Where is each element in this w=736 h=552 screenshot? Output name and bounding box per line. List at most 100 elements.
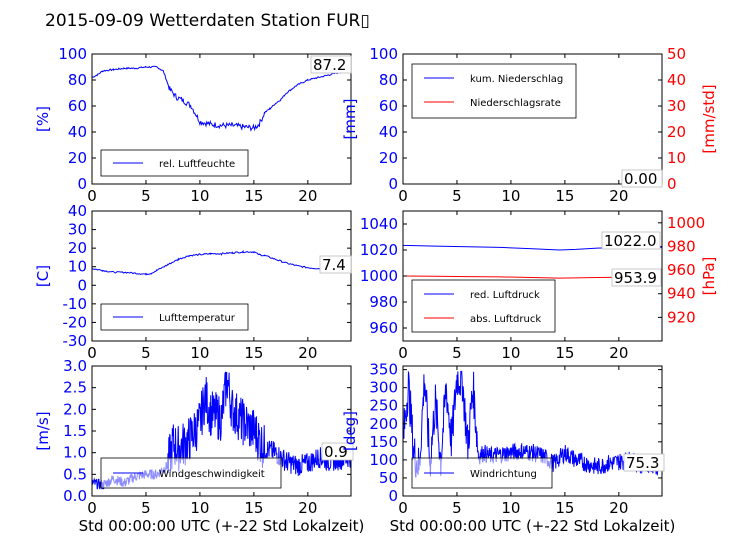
- y-tick-label: 80: [68, 71, 87, 89]
- legend-label: Lufttemperatur: [159, 313, 236, 324]
- y-tick-label: 1.0: [63, 444, 87, 462]
- y-tick-label: 1020: [360, 241, 398, 259]
- y-tick-label: 40: [379, 123, 398, 141]
- y-tick-label: 60: [68, 97, 87, 115]
- value-annotation-box: [611, 268, 662, 287]
- y-tick-label: 80: [379, 71, 398, 89]
- chart-panel-p1: [91, 53, 352, 185]
- x-tick-label: 5: [141, 499, 151, 517]
- value-annotation: 0.9: [324, 443, 348, 461]
- x-tick-label: 20: [298, 499, 317, 517]
- y-axis-label: [deg]: [341, 411, 359, 451]
- y2-axis-label: [mm/std]: [700, 84, 718, 153]
- y-tick-label: 50: [379, 469, 398, 487]
- x-axis-label: Std 00:00:00 UTC (+-22 Std Lokalzeit): [79, 517, 365, 535]
- y-tick-label: 150: [369, 433, 398, 451]
- y2-tick-label: 10: [667, 149, 686, 167]
- x-tick-label: 20: [298, 344, 317, 362]
- y-tick-label: 60: [379, 97, 398, 115]
- value-annotation: 87.2: [313, 56, 346, 74]
- value-annotation: 953.9: [614, 269, 657, 287]
- x-tick-label: 15: [244, 344, 263, 362]
- y-tick-label: 200: [369, 415, 398, 433]
- y-tick-label: -30: [63, 332, 88, 350]
- y-tick-label: 1040: [360, 215, 398, 233]
- legend-label: abs. Luftdruck: [470, 314, 541, 325]
- y-axis-label: [mm]: [341, 99, 359, 140]
- x-tick-label: 5: [452, 187, 462, 205]
- value-annotation-box: [310, 55, 352, 74]
- plot-frame-p2: [402, 53, 663, 185]
- y-tick-label: 0: [388, 487, 398, 505]
- series-line-p3-0: [91, 249, 352, 276]
- legend-label: red. Luftdruck: [470, 290, 540, 301]
- y-tick-label: 960: [369, 319, 398, 337]
- y2-tick-label: 960: [667, 261, 696, 279]
- y-tick-label: -10: [63, 295, 88, 313]
- value-annotation-box: [623, 453, 665, 472]
- y-tick-label: 0: [77, 175, 87, 193]
- y-axis-label: [C]: [34, 265, 52, 287]
- x-tick-label: 0: [398, 344, 408, 362]
- x-tick-label: 5: [452, 344, 462, 362]
- legend-label: rel. Luftfeuchte: [159, 159, 235, 170]
- value-annotation: 7.4: [322, 256, 346, 274]
- x-tick-label: 5: [141, 187, 151, 205]
- y2-tick-label: 980: [667, 237, 696, 255]
- chart-panel-p5: [91, 365, 354, 497]
- x-axis-label: Std 00:00:00 UTC (+-22 Std Lokalzeit): [390, 517, 676, 535]
- legend-label: Windrichtung: [470, 469, 537, 480]
- y-tick-label: 1000: [360, 267, 398, 285]
- x-tick-label: 15: [555, 499, 574, 517]
- y-tick-label: 100: [58, 45, 87, 63]
- legend-label: Windgeschwindigkeit: [159, 469, 265, 480]
- x-tick-label: 0: [87, 187, 97, 205]
- legend-box: [411, 279, 556, 333]
- y2-tick-label: 0: [667, 175, 677, 193]
- legend-label: kum. Niederschlag: [470, 74, 563, 85]
- y-tick-label: 3.0: [63, 357, 87, 375]
- y2-tick-label: 940: [667, 285, 696, 303]
- x-tick-label: 20: [609, 499, 628, 517]
- x-tick-label: 0: [398, 499, 408, 517]
- y-tick-label: 20: [68, 149, 87, 167]
- y-tick-label: 1.5: [63, 422, 87, 440]
- x-tick-label: 10: [190, 344, 209, 362]
- x-tick-label: 20: [609, 344, 628, 362]
- value-annotation: 75.3: [626, 454, 659, 472]
- value-annotation: 0.00: [624, 170, 657, 188]
- legend-label: Niederschlagsrate: [470, 98, 561, 109]
- x-tick-label: 20: [298, 187, 317, 205]
- y-tick-label: 40: [68, 202, 87, 220]
- figure-title: 2015-09-09 Wetterdaten Station FUR▯: [45, 11, 370, 31]
- value-annotation-box: [321, 442, 354, 461]
- y-tick-label: 2.0: [63, 400, 87, 418]
- y2-axis-label: [hPa]: [700, 257, 718, 296]
- x-tick-label: 10: [501, 499, 520, 517]
- y-tick-label: 0.5: [63, 465, 87, 483]
- x-tick-label: 15: [244, 499, 263, 517]
- y-tick-label: 250: [369, 397, 398, 415]
- y-tick-label: 100: [369, 45, 398, 63]
- y-axis-label: [%]: [34, 106, 52, 132]
- chart-panel-p2: [402, 53, 663, 188]
- chart-panel-p6: [402, 365, 665, 497]
- y-tick-label: 20: [379, 149, 398, 167]
- x-tick-label: 15: [555, 187, 574, 205]
- y-tick-label: -20: [63, 313, 88, 331]
- y-tick-label: 0.0: [63, 487, 87, 505]
- x-tick-label: 5: [452, 499, 462, 517]
- series-line-p1-0: [91, 65, 350, 132]
- x-tick-label: 15: [555, 344, 574, 362]
- y2-tick-label: 1000: [667, 214, 705, 232]
- y-tick-label: 2.5: [63, 379, 87, 397]
- y2-tick-label: 50: [667, 45, 686, 63]
- legend-box: [411, 63, 577, 119]
- y-tick-label: 20: [68, 239, 87, 257]
- x-tick-label: 5: [141, 344, 151, 362]
- y2-tick-label: 30: [667, 97, 686, 115]
- y-tick-label: 40: [68, 123, 87, 141]
- y-tick-label: 0: [388, 175, 398, 193]
- x-tick-label: 20: [609, 187, 628, 205]
- x-tick-label: 10: [501, 187, 520, 205]
